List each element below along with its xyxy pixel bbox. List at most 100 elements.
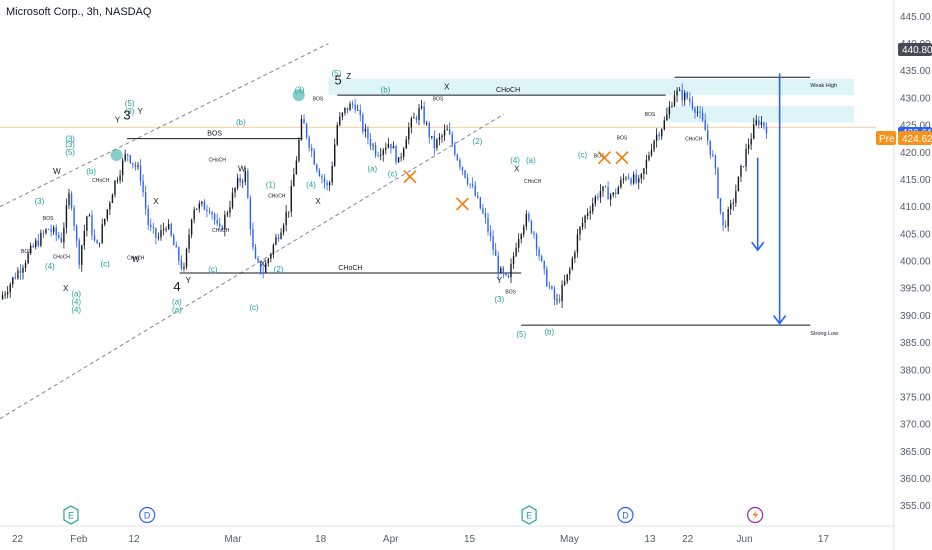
candle-body <box>305 123 308 138</box>
candle-body <box>70 193 73 208</box>
candle-body <box>167 223 170 229</box>
candle-body <box>528 214 530 221</box>
candle-body <box>45 229 47 234</box>
candle-body <box>625 177 627 179</box>
candle-body <box>747 144 750 150</box>
dividend-marker <box>617 506 634 524</box>
price-tick-label: 435.00 <box>900 66 931 77</box>
candle-body <box>712 154 714 156</box>
time-axis[interactable]: 22 Feb 12 Mar 18 Apr 15 May 13 22 Jun 17 <box>0 525 894 545</box>
candle-body <box>52 227 55 232</box>
candle-body <box>208 211 211 213</box>
candle-body <box>106 209 109 219</box>
candle-body <box>592 203 594 212</box>
candle-body <box>563 281 566 285</box>
candle-body <box>701 112 704 121</box>
candle-body <box>494 250 497 256</box>
structure-mini-label: BOS <box>21 249 32 255</box>
wave-label: (c) <box>208 265 218 274</box>
wave-label: (3) <box>125 107 135 116</box>
wave-label: Y <box>115 115 121 124</box>
candle-body <box>196 208 198 210</box>
wave-label: (c) <box>388 170 398 179</box>
candle-body <box>362 114 364 132</box>
candle-body <box>730 203 732 210</box>
wave-label: X <box>153 197 159 206</box>
candle-body <box>385 147 387 150</box>
candle-body <box>359 109 361 115</box>
price-tick-label: 390.00 <box>900 311 931 322</box>
candle-body <box>93 235 96 241</box>
wave-label: (b) <box>381 85 391 94</box>
structure-mini-label: CHoCH <box>524 179 542 185</box>
candle-body <box>735 191 737 203</box>
candle-body <box>492 236 494 251</box>
candle-body <box>530 220 533 233</box>
candle-body <box>4 294 6 296</box>
candle-body <box>311 147 313 151</box>
target-arrow-head <box>751 241 765 252</box>
candle-body <box>433 136 436 149</box>
candle-body <box>765 126 768 134</box>
candle-body <box>673 95 676 107</box>
candle-body <box>584 215 586 223</box>
candle-body <box>525 214 528 227</box>
candle-body <box>597 196 599 198</box>
candle-body <box>561 284 563 302</box>
candle-body <box>446 129 448 131</box>
candle-body <box>515 247 517 256</box>
wave-label: Y <box>497 276 503 285</box>
candle-body <box>704 120 706 131</box>
candle-body <box>379 154 382 156</box>
time-tick-label: 17 <box>818 534 830 545</box>
candle-body <box>116 180 119 182</box>
candle-body <box>109 203 111 210</box>
wave-label: X <box>260 259 266 268</box>
candle-body <box>101 224 103 243</box>
candle-body <box>454 144 456 155</box>
candle-body <box>441 135 443 138</box>
candle-body <box>336 125 338 145</box>
invalidation-cross <box>455 197 470 211</box>
candle-body <box>198 203 200 209</box>
candle-body <box>420 106 423 109</box>
candle-body <box>372 145 374 146</box>
wave-label: (4) <box>45 262 55 271</box>
structure-mini-label: CHoCH <box>209 157 227 163</box>
candle-body <box>134 164 137 167</box>
candle-body <box>81 245 83 265</box>
candle-body <box>696 111 699 113</box>
candle-body <box>607 186 609 200</box>
wave-label: (4) <box>306 181 316 190</box>
candle-body <box>300 119 303 140</box>
candle-body <box>443 130 446 136</box>
structure-mini-label: CHoCH <box>268 193 286 199</box>
candle-body <box>609 195 612 200</box>
candle-body <box>86 216 88 231</box>
candle-body <box>190 219 193 235</box>
candle-body <box>354 104 356 111</box>
candle-body <box>487 217 489 232</box>
channel-layer <box>0 43 504 420</box>
price-axis[interactable]: 355.00 360.00 365.00 370.00 375.00 380.00 385.… <box>893 0 931 550</box>
price-tick-label: 405.00 <box>900 229 931 240</box>
candle-body <box>1 295 4 300</box>
candle-body <box>724 225 727 227</box>
candle-body <box>745 149 747 167</box>
wave-label: (b) <box>544 327 554 336</box>
candle-body <box>275 237 277 245</box>
candle-body <box>188 234 190 249</box>
structure-lines: BOS CHoCH CHoCH Weak High Strong Low <box>127 76 838 337</box>
structure-label: Weak High <box>810 83 837 89</box>
earnings-marker-label: E <box>526 511 532 521</box>
candle-body <box>548 286 551 287</box>
candle-body <box>22 267 24 273</box>
candle-body <box>124 154 126 161</box>
candle-body <box>612 192 614 196</box>
candle-body <box>313 150 315 165</box>
wave-label: (c) <box>578 151 588 160</box>
candle-body <box>29 245 32 254</box>
candles-layer[interactable] <box>1 83 768 308</box>
